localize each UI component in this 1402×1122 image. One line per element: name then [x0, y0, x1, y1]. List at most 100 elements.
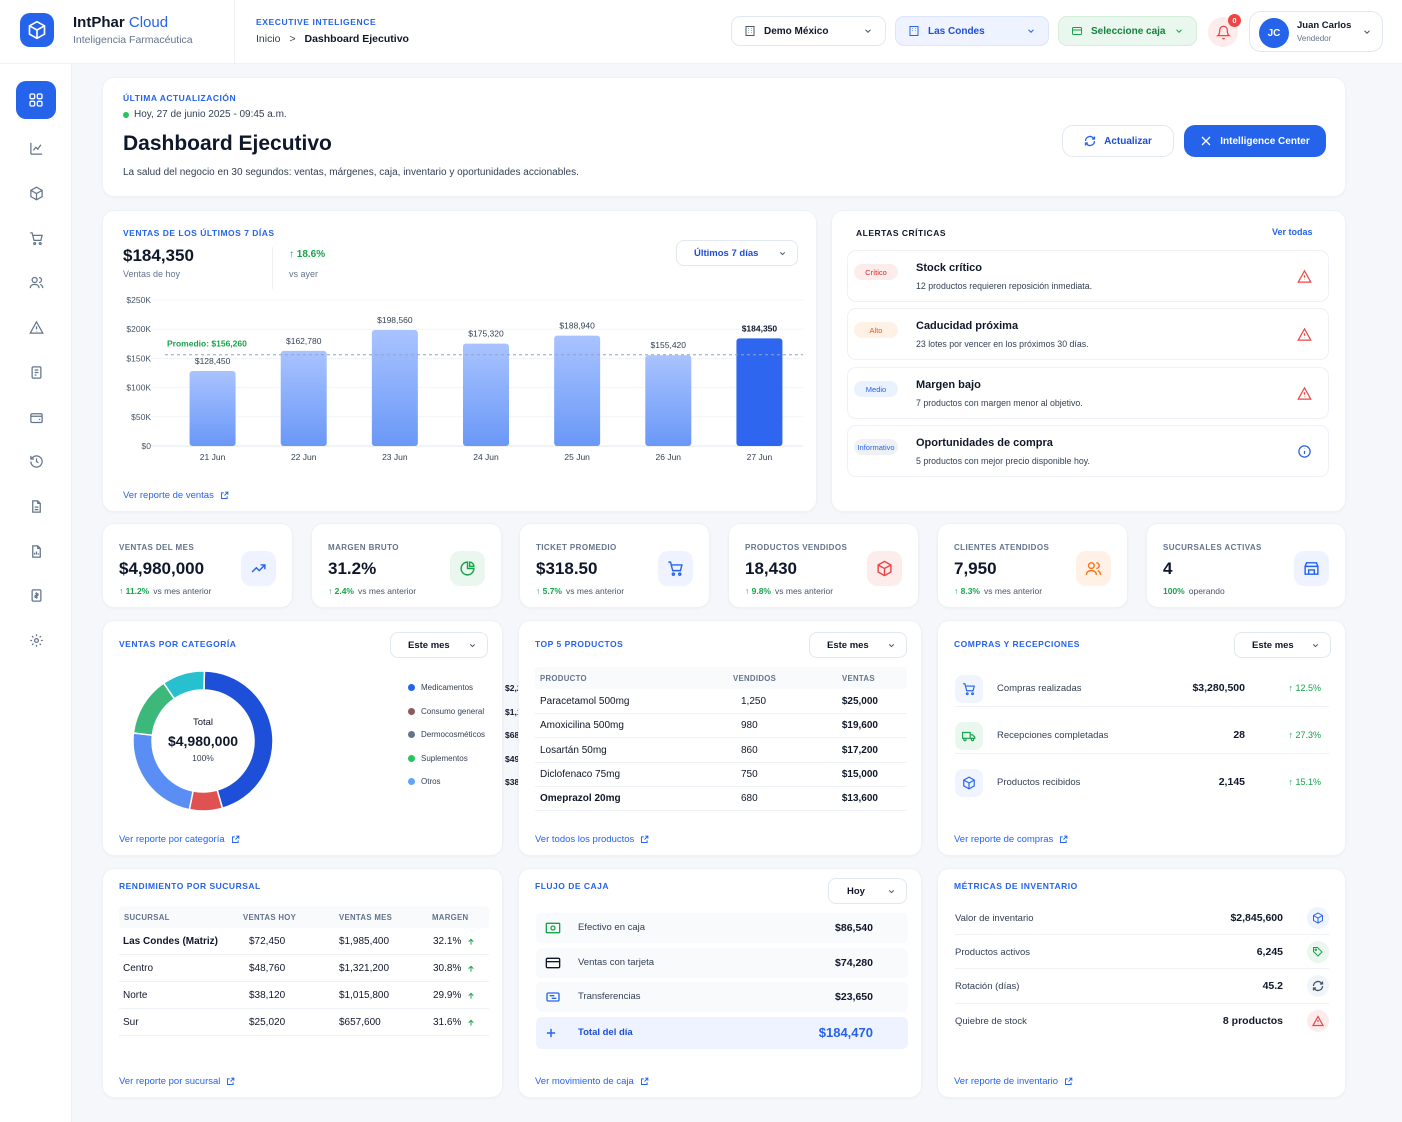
- x-tick-label: 25 Jun: [564, 452, 590, 462]
- period-select[interactable]: Últimos 7 días: [676, 240, 798, 266]
- sidebar-item-wallet[interactable]: [16, 398, 56, 436]
- alert-item[interactable]: Alto Caducidad próxima 23 lotes por vencer…: [847, 308, 1329, 360]
- refresh-button[interactable]: Actualizar: [1062, 125, 1174, 157]
- purchases-report-link[interactable]: Ver reporte de compras: [954, 834, 1068, 845]
- y-tick-label: $150K: [126, 353, 151, 363]
- alert-description: 5 productos con mejor precio disponible …: [916, 456, 1090, 466]
- kpi-card: PRODUCTOS VENDIDOS 18,430 ↑ 9.8% vs mes ant…: [728, 523, 919, 608]
- sales-report-link[interactable]: Ver reporte de ventas: [123, 490, 229, 501]
- bar[interactable]: [645, 355, 692, 446]
- bar[interactable]: [371, 330, 418, 446]
- inventory-report-link[interactable]: Ver reporte de inventario: [954, 1076, 1073, 1087]
- purchases-period-select[interactable]: Este mes: [1234, 632, 1331, 658]
- branches-report-link[interactable]: Ver reporte por sucursal: [119, 1076, 235, 1087]
- kpi-value: 18,430: [745, 559, 797, 578]
- col-header-margin: MARGEN: [432, 913, 469, 922]
- category-period-select[interactable]: Este mes: [390, 632, 488, 658]
- legend-dot: [408, 684, 415, 691]
- kpi-label: TICKET PROMEDIO: [536, 543, 617, 552]
- external-link-icon: [640, 1077, 649, 1085]
- tag-icon: [1307, 941, 1329, 963]
- cart-icon: [955, 675, 983, 703]
- product-sales: $17,200: [841, 744, 878, 756]
- alert-icon: [28, 320, 44, 334]
- purchase-value: 28: [1233, 729, 1245, 741]
- sidebar-item-dashboard[interactable]: [16, 81, 56, 119]
- alert-description: 12 productos requieren reposición inmedi…: [916, 281, 1093, 291]
- alert-item[interactable]: Crítico Stock crítico 12 productos requier…: [847, 250, 1329, 302]
- legend-dot: [408, 778, 415, 785]
- top-products-period-select[interactable]: Este mes: [809, 632, 907, 658]
- branch-sales-today: $72,450: [249, 936, 286, 947]
- branch-sales-month: $1,015,800: [339, 990, 390, 1001]
- alerts-see-all-link[interactable]: Ver todas: [1272, 227, 1313, 237]
- bar-value-label: $162,780: [286, 336, 322, 346]
- kpi-change: ↑ 5.7% vs mes anterior: [536, 586, 625, 596]
- breadcrumb-home[interactable]: Inicio: [256, 33, 281, 45]
- x-tick-label: 21 Jun: [200, 452, 226, 462]
- intelligence-center-button[interactable]: Intelligence Center: [1184, 125, 1326, 157]
- user-menu[interactable]: JC Juan Carlos Vendedor: [1249, 11, 1383, 52]
- external-link-icon: [1065, 1077, 1073, 1085]
- alert-level-badge: Informativo: [854, 439, 898, 455]
- alert-item[interactable]: Informativo Oportunidades de compra 5 prod…: [847, 425, 1329, 477]
- bar[interactable]: [463, 343, 509, 446]
- donut-slice[interactable]: [162, 670, 206, 700]
- sidebar-item-history[interactable]: [16, 442, 56, 480]
- sidebar-item-sales[interactable]: [16, 219, 56, 257]
- inventory-label: Valor de inventario: [955, 913, 1034, 924]
- product-name: Paracetamol 500mg: [540, 696, 630, 707]
- alert-title: Margen bajo: [916, 379, 981, 391]
- avatar: JC: [1259, 18, 1289, 48]
- user-role: Vendedor: [1297, 34, 1332, 43]
- sidebar-item-analytics[interactable]: [16, 129, 56, 167]
- cash-register-select[interactable]: Seleccione caja: [1058, 16, 1197, 46]
- notification-count: 0: [1228, 14, 1241, 27]
- top-bar: IntPhar Cloud Inteligencia Farmacéutica …: [0, 0, 1402, 64]
- y-tick-label: $50K: [131, 412, 151, 422]
- external-link-icon: [1060, 835, 1068, 843]
- users-icon: [1076, 551, 1111, 586]
- sidebar-item-sales-reports[interactable]: [16, 532, 56, 570]
- sidebar-item-inventory[interactable]: [16, 174, 56, 212]
- cash-flow-row: Ventas con tarjeta $74,280: [536, 948, 908, 978]
- cube-icon: [1307, 907, 1329, 929]
- sidebar-item-customers[interactable]: [16, 263, 56, 301]
- sparkle-icon: [1201, 136, 1211, 146]
- bar[interactable]: [736, 338, 783, 446]
- cash-flow-period-select[interactable]: Hoy: [828, 878, 907, 904]
- donut-slice[interactable]: [188, 789, 224, 812]
- top-products-link[interactable]: Ver todos los productos: [535, 834, 649, 845]
- bar[interactable]: [554, 335, 601, 446]
- kpi-card: VENTAS DEL MES $4,980,000 ↑ 11.2% vs mes an…: [102, 523, 293, 608]
- bar-value-label: $184,350: [742, 323, 778, 333]
- category-card: VENTAS POR CATEGORÍA Este mes Total $4,9…: [102, 620, 584, 856]
- kpi-change: ↑ 11.2% vs mes anterior: [119, 586, 212, 596]
- chevron-down-icon: [1028, 29, 1034, 33]
- alert-title: Stock crítico: [916, 262, 983, 274]
- sidebar-item-invoices[interactable]: [16, 576, 56, 614]
- sidebar-item-settings[interactable]: [16, 621, 56, 659]
- legend-item: Consumo general: [408, 707, 588, 716]
- external-link-icon: [641, 835, 649, 843]
- sidebar-item-reports[interactable]: [16, 353, 56, 391]
- breadcrumb-kicker: EXECUTIVE INTELIGENCE: [256, 17, 377, 27]
- sales-today-label: Ventas de hoy: [123, 269, 181, 279]
- logo-icon[interactable]: [20, 13, 54, 47]
- pie-icon: [450, 551, 485, 586]
- product-sold: 860: [741, 744, 758, 756]
- product-sales: $19,600: [841, 720, 878, 732]
- sidebar-item-documents[interactable]: [16, 487, 56, 525]
- company-select[interactable]: Demo México: [731, 16, 886, 46]
- cash-flow-row: Efectivo en caja $86,540: [536, 913, 908, 943]
- bar[interactable]: [280, 350, 327, 446]
- branch-select[interactable]: Las Condes: [895, 16, 1049, 46]
- external-link-icon: [220, 491, 229, 499]
- invoice-icon: [31, 588, 41, 602]
- sidebar-item-alerts[interactable]: [16, 308, 56, 346]
- cash-flow-row: Transferencias $23,650: [536, 982, 908, 1012]
- cash-flow-link[interactable]: Ver movimiento de caja: [535, 1076, 649, 1087]
- alert-item[interactable]: Medio Margen bajo 7 productos con margen m…: [847, 367, 1329, 419]
- category-report-link[interactable]: Ver reporte por categoría: [119, 834, 240, 845]
- bar[interactable]: [189, 370, 236, 446]
